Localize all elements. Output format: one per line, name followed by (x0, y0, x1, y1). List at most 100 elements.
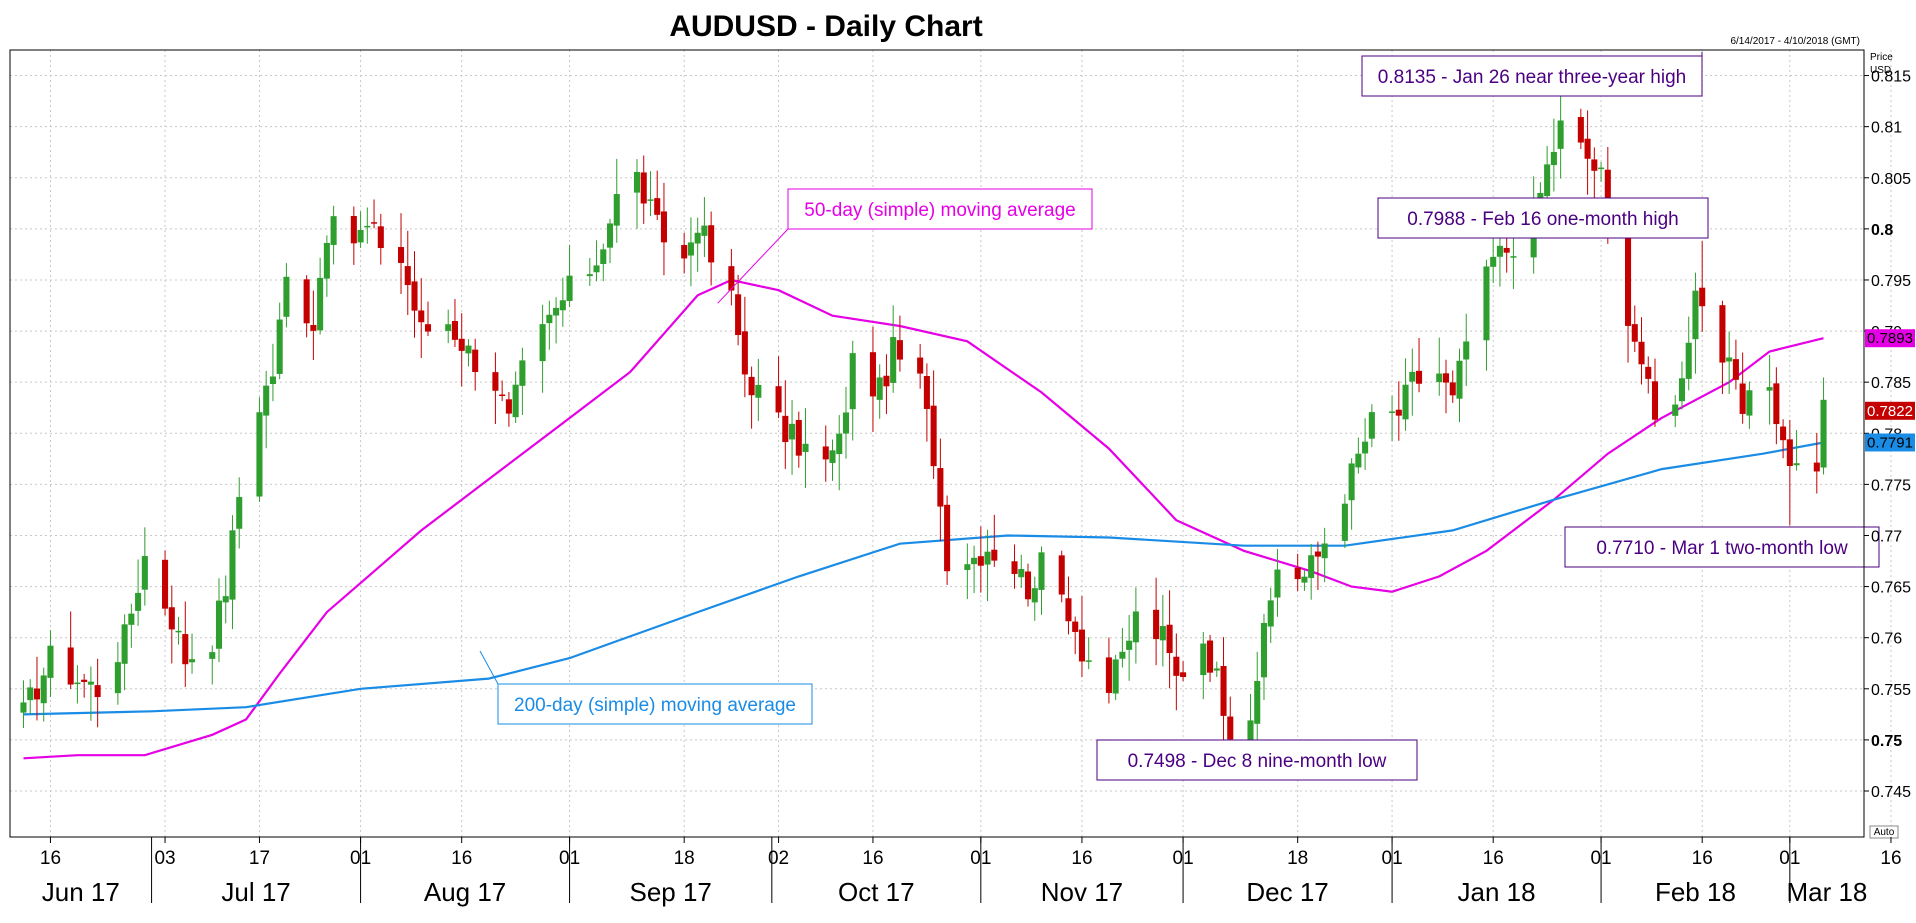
candle-up (121, 624, 128, 664)
candle-down (1065, 598, 1072, 622)
candle-up (1692, 290, 1699, 340)
candle-down (1732, 359, 1739, 380)
candle-up (128, 613, 135, 625)
candle-down (303, 279, 310, 324)
annotation-mar1-low-text: 0.7710 - Mar 1 two-month low (1596, 538, 1848, 559)
axes: Price USD Auto 0.7450.750.7550.760.7650.… (9, 49, 1911, 907)
candle-down (1449, 382, 1456, 396)
candle-down (1173, 656, 1180, 676)
candle-up (593, 265, 600, 273)
candle-up (236, 497, 243, 529)
candle-up (364, 225, 371, 228)
candle-up (1456, 360, 1463, 399)
candle-up (1119, 651, 1126, 659)
x-tick-day-label: 16 (862, 848, 883, 869)
annotation-ma200-box (497, 683, 813, 725)
candle-up (1301, 576, 1308, 583)
candle-down (708, 225, 715, 263)
candle-down (418, 310, 425, 323)
annotation-feb16-high-box (1377, 197, 1709, 239)
x-month-label: Aug 17 (424, 877, 506, 907)
candle-up (269, 376, 276, 384)
candle-up (1436, 373, 1443, 383)
candle-up (1213, 668, 1220, 671)
candle-down (33, 688, 41, 700)
candle-up (694, 232, 701, 244)
candle-up (283, 276, 290, 317)
candle-up (1820, 399, 1827, 468)
price-tag-label: 0.7893 (1867, 330, 1913, 347)
annotation-jan26-high-text: 0.8135 - Jan 26 near three-year high (1378, 67, 1686, 88)
candle-up (1746, 390, 1753, 416)
price-tag-bg (1865, 329, 1915, 348)
candle-down (1220, 666, 1227, 716)
candle-down (1078, 629, 1085, 662)
x-month-label: Oct 17 (838, 877, 915, 907)
candle-down (735, 294, 742, 336)
annotation-dec8-low-box (1096, 739, 1418, 781)
candle-up (789, 423, 796, 440)
x-tick-day-label: 16 (451, 848, 472, 869)
candle-down (1153, 609, 1160, 640)
candle-up (1678, 378, 1686, 402)
candle-up (1726, 357, 1733, 362)
candle-down (472, 349, 479, 373)
candle-down (505, 399, 512, 414)
candle-up (755, 384, 762, 398)
candle-down (1395, 409, 1402, 416)
candle-down (1813, 462, 1820, 472)
candle-down (977, 556, 984, 566)
candle-down (930, 405, 937, 467)
candle-up (1389, 411, 1396, 413)
candle-down (1631, 324, 1638, 342)
y-tick-label: 0.785 (1871, 375, 1911, 392)
x-tick-day-label: 16 (1692, 848, 1713, 869)
candle-up (1247, 720, 1254, 744)
x-tick-day-label: 17 (249, 848, 270, 869)
candle-up (1409, 371, 1416, 382)
candle-up (141, 556, 148, 590)
candle-down (1503, 247, 1510, 253)
price-tag-bg (1865, 433, 1915, 452)
x-month-label: Jul 17 (221, 877, 290, 907)
candle-down (896, 340, 903, 360)
candle-down (795, 420, 802, 456)
candle-down (81, 679, 88, 682)
x-month-label: Nov 17 (1041, 877, 1123, 907)
candle-up (836, 433, 843, 455)
annotation-leader (479, 650, 499, 685)
candle-up (1598, 167, 1605, 170)
candle-up (586, 274, 593, 277)
x-month-label: Dec 17 (1246, 877, 1328, 907)
candle-up (1766, 387, 1773, 391)
x-tick-day-label: 16 (1880, 848, 1901, 869)
y-axis-label-usd: USD (1870, 65, 1891, 76)
auto-scale-label: Auto (1874, 827, 1895, 838)
candle-up (135, 592, 142, 611)
candle-up (188, 659, 196, 663)
auto-scale-box[interactable] (1869, 825, 1899, 839)
candle-down (1072, 621, 1079, 632)
candle-down (404, 266, 411, 286)
candle-up (842, 412, 850, 434)
candle-up (606, 223, 614, 248)
y-tick-label: 0.81 (1871, 120, 1902, 137)
candle-up (1672, 404, 1679, 416)
annotation-dec8-low-text: 0.7498 - Dec 8 nine-month low (1128, 751, 1387, 772)
candle-up (613, 194, 620, 226)
candle-down (944, 504, 951, 572)
annotation-jan26-high-box (1361, 55, 1703, 97)
candle-down (782, 415, 789, 443)
candle-up (215, 600, 223, 649)
candle-up (1368, 412, 1375, 439)
candle-down (654, 198, 661, 215)
candle-up (1159, 626, 1166, 641)
candle-up (1341, 503, 1348, 541)
candle-down (1786, 439, 1793, 467)
price-tag-bg (1865, 401, 1915, 420)
candle-up (1490, 256, 1497, 267)
candle-down (1773, 383, 1780, 425)
x-month-label: Jan 18 (1458, 877, 1536, 907)
candle-down (397, 247, 405, 263)
annotation-mar1-low-box (1564, 526, 1880, 568)
